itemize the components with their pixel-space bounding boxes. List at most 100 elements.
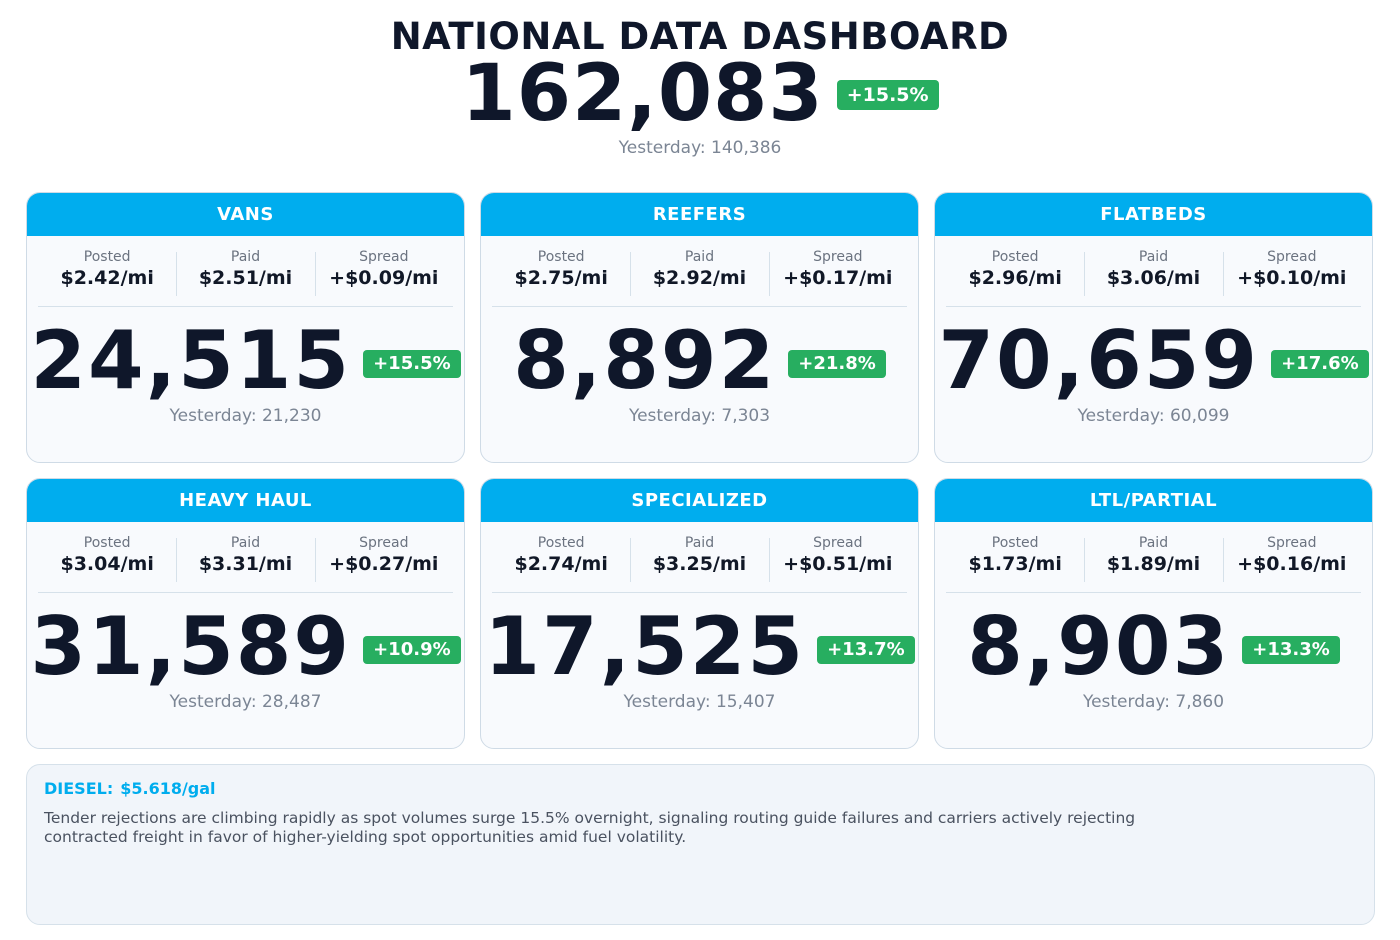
rates-row: Posted $3.04/mi Paid $3.31/mi Spread +$0… bbox=[38, 535, 453, 593]
total-loads-value: 162,083 bbox=[461, 49, 824, 139]
spread-rate: Spread +$0.09/mi bbox=[314, 249, 453, 306]
posted-value: $2.96/mi bbox=[968, 267, 1062, 289]
card-title: VANS bbox=[27, 193, 464, 236]
spread-value: +$0.16/mi bbox=[1237, 553, 1347, 575]
paid-value: $3.06/mi bbox=[1106, 267, 1201, 289]
posted-value: $1.73/mi bbox=[968, 553, 1062, 575]
spread-rate: Spread +$0.51/mi bbox=[768, 535, 907, 592]
dashboard-header: NATIONAL DATA DASHBOARD 162,083 +15.5% Y… bbox=[0, 14, 1400, 158]
paid-rate: Paid $3.31/mi bbox=[176, 535, 314, 592]
posted-value: $2.74/mi bbox=[514, 553, 608, 575]
load-count-row: 31,589 +10.9% bbox=[27, 605, 464, 689]
rates-row: Posted $2.42/mi Paid $2.51/mi Spread +$0… bbox=[38, 249, 453, 307]
change-badge: +13.7% bbox=[817, 636, 915, 664]
paid-label: Paid bbox=[684, 535, 715, 551]
spread-value: +$0.51/mi bbox=[783, 553, 893, 575]
card-heavy-haul: HEAVY HAUL Posted $3.04/mi Paid $3.31/mi… bbox=[26, 478, 465, 749]
paid-rate: Paid $3.25/mi bbox=[630, 535, 768, 592]
load-count: 31,589 bbox=[30, 600, 352, 693]
diesel-label: DIESEL: bbox=[44, 779, 114, 798]
posted-label: Posted bbox=[537, 535, 585, 551]
load-count: 8,903 bbox=[967, 600, 1231, 693]
posted-value: $2.42/mi bbox=[60, 267, 154, 289]
posted-rate: Posted $1.73/mi bbox=[946, 535, 1084, 592]
posted-label: Posted bbox=[991, 249, 1039, 265]
change-badge: +21.8% bbox=[788, 350, 886, 378]
rates-row: Posted $1.73/mi Paid $1.89/mi Spread +$0… bbox=[946, 535, 1361, 593]
posted-rate: Posted $2.96/mi bbox=[946, 249, 1084, 306]
card-reefers: REEFERS Posted $2.75/mi Paid $2.92/mi Sp… bbox=[480, 192, 919, 463]
paid-rate: Paid $1.89/mi bbox=[1084, 535, 1222, 592]
yesterday-value: Yesterday: 21,230 bbox=[169, 406, 322, 426]
yesterday-value: Yesterday: 15,407 bbox=[623, 692, 776, 712]
yesterday-value: Yesterday: 7,303 bbox=[628, 406, 771, 426]
posted-rate: Posted $2.42/mi bbox=[38, 249, 176, 306]
change-badge: +10.9% bbox=[363, 636, 461, 664]
spread-value: +$0.17/mi bbox=[783, 267, 893, 289]
load-count: 8,892 bbox=[513, 314, 777, 407]
spread-value: +$0.10/mi bbox=[1237, 267, 1347, 289]
card-title: LTL/PARTIAL bbox=[935, 479, 1372, 522]
spread-value: +$0.09/mi bbox=[329, 267, 439, 289]
change-badge: +17.6% bbox=[1271, 350, 1369, 378]
page-title: NATIONAL DATA DASHBOARD bbox=[390, 15, 1010, 58]
paid-rate: Paid $2.51/mi bbox=[176, 249, 314, 306]
posted-rate: Posted $2.75/mi bbox=[492, 249, 630, 306]
spread-label: Spread bbox=[813, 535, 863, 551]
diesel-price: $5.618/gal bbox=[120, 779, 216, 798]
posted-value: $3.04/mi bbox=[60, 553, 154, 575]
paid-label: Paid bbox=[230, 535, 261, 551]
card-ltl-partial: LTL/PARTIAL Posted $1.73/mi Paid $1.89/m… bbox=[934, 478, 1373, 749]
load-count-row: 24,515 +15.5% bbox=[27, 319, 464, 403]
posted-value: $2.75/mi bbox=[514, 267, 608, 289]
diesel-price-line: DIESEL: $5.618/gal bbox=[44, 779, 1357, 799]
posted-rate: Posted $3.04/mi bbox=[38, 535, 176, 592]
paid-rate: Paid $3.06/mi bbox=[1084, 249, 1222, 306]
spread-rate: Spread +$0.10/mi bbox=[1222, 249, 1361, 306]
spread-label: Spread bbox=[813, 249, 863, 265]
posted-label: Posted bbox=[83, 249, 131, 265]
paid-value: $2.92/mi bbox=[652, 267, 747, 289]
spread-label: Spread bbox=[359, 249, 409, 265]
spread-rate: Spread +$0.27/mi bbox=[314, 535, 453, 592]
yesterday-value: Yesterday: 28,487 bbox=[169, 692, 322, 712]
paid-value: $3.25/mi bbox=[652, 553, 747, 575]
card-vans: VANS Posted $2.42/mi Paid $2.51/mi Sprea… bbox=[26, 192, 465, 463]
load-count: 70,659 bbox=[938, 314, 1260, 407]
paid-value: $2.51/mi bbox=[198, 267, 293, 289]
spread-label: Spread bbox=[359, 535, 409, 551]
spread-label: Spread bbox=[1267, 249, 1317, 265]
card-specialized: SPECIALIZED Posted $2.74/mi Paid $3.25/m… bbox=[480, 478, 919, 749]
total-yesterday: Yesterday: 140,386 bbox=[618, 138, 782, 158]
yesterday-value: Yesterday: 60,099 bbox=[1077, 406, 1230, 426]
card-title: SPECIALIZED bbox=[481, 479, 918, 522]
total-change-badge: +15.5% bbox=[836, 80, 939, 110]
spread-rate: Spread +$0.17/mi bbox=[768, 249, 907, 306]
paid-label: Paid bbox=[230, 249, 261, 265]
total-row: 162,083 +15.5% bbox=[0, 49, 1400, 139]
rates-row: Posted $2.74/mi Paid $3.25/mi Spread +$0… bbox=[492, 535, 907, 593]
card-title: HEAVY HAUL bbox=[27, 479, 464, 522]
paid-rate: Paid $2.92/mi bbox=[630, 249, 768, 306]
card-title: FLATBEDS bbox=[935, 193, 1372, 236]
load-count-row: 17,525 +13.7% bbox=[481, 605, 918, 689]
rates-row: Posted $2.75/mi Paid $2.92/mi Spread +$0… bbox=[492, 249, 907, 307]
card-title: REEFERS bbox=[481, 193, 918, 236]
paid-label: Paid bbox=[1138, 535, 1169, 551]
spread-value: +$0.27/mi bbox=[329, 553, 439, 575]
posted-label: Posted bbox=[991, 535, 1039, 551]
posted-label: Posted bbox=[83, 535, 131, 551]
paid-value: $3.31/mi bbox=[198, 553, 293, 575]
market-commentary: Tender rejections are climbing rapidly a… bbox=[44, 809, 1136, 846]
market-notes-panel: DIESEL: $5.618/gal Tender rejections are … bbox=[26, 764, 1375, 925]
load-count: 24,515 bbox=[30, 314, 352, 407]
load-count-row: 8,892 +21.8% bbox=[481, 319, 918, 403]
posted-label: Posted bbox=[537, 249, 585, 265]
rates-row: Posted $2.96/mi Paid $3.06/mi Spread +$0… bbox=[946, 249, 1361, 307]
paid-value: $1.89/mi bbox=[1106, 553, 1201, 575]
load-count-row: 70,659 +17.6% bbox=[935, 319, 1372, 403]
paid-label: Paid bbox=[1138, 249, 1169, 265]
posted-rate: Posted $2.74/mi bbox=[492, 535, 630, 592]
load-count: 17,525 bbox=[484, 600, 806, 693]
yesterday-value: Yesterday: 7,860 bbox=[1082, 692, 1225, 712]
